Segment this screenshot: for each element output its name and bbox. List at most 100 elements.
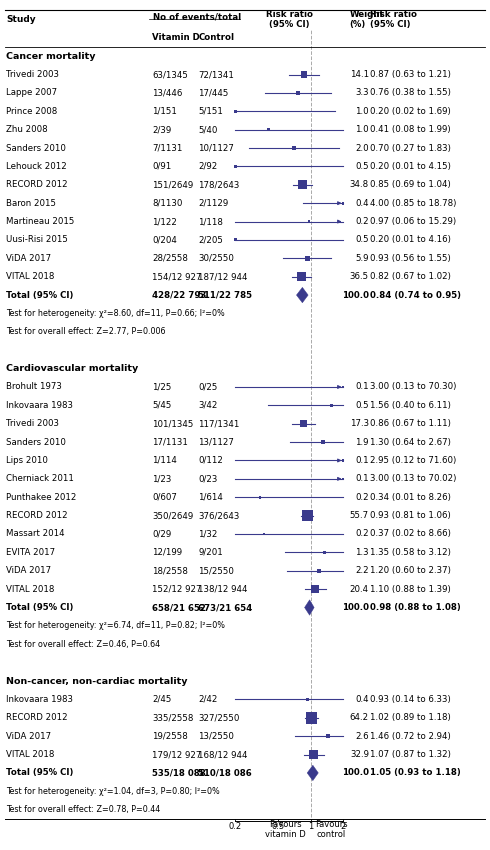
Text: 100.0: 100.0 bbox=[342, 603, 369, 612]
Text: 1/25: 1/25 bbox=[152, 382, 172, 392]
Text: 335/2558: 335/2558 bbox=[152, 713, 193, 722]
Text: 17/1131: 17/1131 bbox=[152, 438, 188, 446]
Text: 5.9: 5.9 bbox=[355, 254, 369, 263]
Text: 0/607: 0/607 bbox=[152, 493, 177, 501]
Text: 0/204: 0/204 bbox=[152, 235, 177, 245]
Text: Brohult 1973: Brohult 1973 bbox=[6, 382, 62, 392]
Text: 2/42: 2/42 bbox=[198, 695, 218, 704]
Text: Weight
(%): Weight (%) bbox=[349, 9, 384, 29]
Text: 1.46 (0.72 to 2.94): 1.46 (0.72 to 2.94) bbox=[370, 732, 451, 740]
Text: 34.8: 34.8 bbox=[350, 180, 369, 190]
Text: Total (95% CI): Total (95% CI) bbox=[6, 768, 73, 778]
Text: 64.2: 64.2 bbox=[350, 713, 369, 722]
Text: 5/45: 5/45 bbox=[152, 401, 172, 410]
Text: 350/2649: 350/2649 bbox=[152, 511, 193, 520]
Text: VITAL 2018: VITAL 2018 bbox=[6, 585, 54, 593]
Text: 1/23: 1/23 bbox=[152, 474, 172, 484]
Text: 510/18 086: 510/18 086 bbox=[198, 768, 252, 778]
Text: 511/22 785: 511/22 785 bbox=[198, 291, 252, 299]
Text: 0.76 (0.38 to 1.55): 0.76 (0.38 to 1.55) bbox=[370, 88, 451, 98]
Text: 0.37 (0.02 to 8.66): 0.37 (0.02 to 8.66) bbox=[370, 530, 451, 539]
Text: 1.56 (0.40 to 6.11): 1.56 (0.40 to 6.11) bbox=[370, 401, 451, 410]
Text: 55.7: 55.7 bbox=[350, 511, 369, 520]
Text: Uusi-Risi 2015: Uusi-Risi 2015 bbox=[6, 235, 68, 245]
Text: 187/12 944: 187/12 944 bbox=[198, 272, 248, 281]
Text: Test for overall effect: Z=0.78, P=0.44: Test for overall effect: Z=0.78, P=0.44 bbox=[6, 805, 160, 814]
Text: 2/92: 2/92 bbox=[198, 162, 218, 171]
Text: 12/199: 12/199 bbox=[152, 548, 182, 557]
Text: 0.20 (0.01 to 4.15): 0.20 (0.01 to 4.15) bbox=[370, 162, 451, 171]
Text: 2/1129: 2/1129 bbox=[198, 199, 229, 207]
Text: 1.0: 1.0 bbox=[355, 107, 369, 116]
Text: 1.0: 1.0 bbox=[355, 125, 369, 134]
Text: Test for heterogeneity: χ²=1.04, df=3, P=0.80; I²=0%: Test for heterogeneity: χ²=1.04, df=3, P… bbox=[6, 787, 220, 796]
Text: 0.70 (0.27 to 1.83): 0.70 (0.27 to 1.83) bbox=[370, 144, 451, 152]
Text: RECORD 2012: RECORD 2012 bbox=[6, 180, 68, 190]
Text: 0.93 (0.56 to 1.55): 0.93 (0.56 to 1.55) bbox=[370, 254, 451, 263]
Text: 138/12 944: 138/12 944 bbox=[198, 585, 248, 593]
Text: 0.5: 0.5 bbox=[355, 401, 369, 410]
Text: 0.34 (0.01 to 8.26): 0.34 (0.01 to 8.26) bbox=[370, 493, 451, 501]
Text: 19/2558: 19/2558 bbox=[152, 732, 188, 740]
Text: Trivedi 2003: Trivedi 2003 bbox=[6, 419, 59, 428]
Text: 658/21 652: 658/21 652 bbox=[152, 603, 206, 612]
Text: 376/2643: 376/2643 bbox=[198, 511, 240, 520]
Text: 0.93 (0.14 to 6.33): 0.93 (0.14 to 6.33) bbox=[370, 695, 451, 704]
Text: 0.98 (0.88 to 1.08): 0.98 (0.88 to 1.08) bbox=[370, 603, 461, 612]
Text: 2.95 (0.12 to 71.60): 2.95 (0.12 to 71.60) bbox=[370, 456, 456, 465]
Text: 1/32: 1/32 bbox=[198, 530, 218, 539]
Text: Sanders 2010: Sanders 2010 bbox=[6, 144, 66, 152]
Text: 10/1127: 10/1127 bbox=[198, 144, 234, 152]
Text: 1/114: 1/114 bbox=[152, 456, 177, 465]
Text: No of events/total: No of events/total bbox=[153, 12, 241, 21]
Text: 0.2: 0.2 bbox=[355, 493, 369, 501]
Text: EVITA 2017: EVITA 2017 bbox=[6, 548, 55, 557]
Text: 8/1130: 8/1130 bbox=[152, 199, 182, 207]
Text: 0.5: 0.5 bbox=[355, 162, 369, 171]
Text: 152/12 927: 152/12 927 bbox=[152, 585, 201, 593]
Text: 428/22 793: 428/22 793 bbox=[152, 291, 206, 299]
Text: 15/2550: 15/2550 bbox=[198, 566, 234, 575]
Text: 1.9: 1.9 bbox=[355, 438, 369, 446]
Text: 0.4: 0.4 bbox=[355, 199, 369, 207]
Text: 117/1341: 117/1341 bbox=[198, 419, 240, 428]
Text: 168/12 944: 168/12 944 bbox=[198, 750, 248, 759]
Text: Total (95% CI): Total (95% CI) bbox=[6, 291, 73, 299]
Text: Trivedi 2003: Trivedi 2003 bbox=[6, 70, 59, 79]
Text: Risk ratio
(95% CI): Risk ratio (95% CI) bbox=[370, 9, 417, 29]
Text: 0.1: 0.1 bbox=[355, 474, 369, 484]
Text: 2/39: 2/39 bbox=[152, 125, 171, 134]
Text: Prince 2008: Prince 2008 bbox=[6, 107, 57, 116]
Text: 0.4: 0.4 bbox=[355, 695, 369, 704]
Text: Zhu 2008: Zhu 2008 bbox=[6, 125, 48, 134]
Text: 1.10 (0.88 to 1.39): 1.10 (0.88 to 1.39) bbox=[370, 585, 451, 593]
Text: 673/21 654: 673/21 654 bbox=[198, 603, 253, 612]
Text: 14.1: 14.1 bbox=[350, 70, 369, 79]
Text: 32.9: 32.9 bbox=[350, 750, 369, 759]
Text: 0.1: 0.1 bbox=[355, 456, 369, 465]
Text: 1.05 (0.93 to 1.18): 1.05 (0.93 to 1.18) bbox=[370, 768, 461, 778]
Text: ViDA 2017: ViDA 2017 bbox=[6, 732, 51, 740]
Text: 0.5: 0.5 bbox=[355, 235, 369, 245]
Text: 3.3: 3.3 bbox=[355, 88, 369, 98]
Text: 0.2: 0.2 bbox=[229, 822, 242, 831]
Text: 30/2550: 30/2550 bbox=[198, 254, 234, 263]
Text: 1.07 (0.87 to 1.32): 1.07 (0.87 to 1.32) bbox=[370, 750, 451, 759]
Text: 0.41 (0.08 to 1.99): 0.41 (0.08 to 1.99) bbox=[370, 125, 451, 134]
Text: VITAL 2018: VITAL 2018 bbox=[6, 750, 54, 759]
Text: 17/445: 17/445 bbox=[198, 88, 229, 98]
Text: 0.97 (0.06 to 15.29): 0.97 (0.06 to 15.29) bbox=[370, 217, 456, 226]
Text: Punthakee 2012: Punthakee 2012 bbox=[6, 493, 76, 501]
Text: 0/23: 0/23 bbox=[198, 474, 218, 484]
Text: 0.93 (0.81 to 1.06): 0.93 (0.81 to 1.06) bbox=[370, 511, 451, 520]
Text: ViDA 2017: ViDA 2017 bbox=[6, 254, 51, 263]
Text: Test for heterogeneity: χ²=6.74, df=11, P=0.82; I²=0%: Test for heterogeneity: χ²=6.74, df=11, … bbox=[6, 621, 225, 631]
Text: 18/2558: 18/2558 bbox=[152, 566, 188, 575]
Text: ViDA 2017: ViDA 2017 bbox=[6, 566, 51, 575]
Text: Cancer mortality: Cancer mortality bbox=[6, 52, 96, 60]
Text: Martineau 2015: Martineau 2015 bbox=[6, 217, 74, 226]
Text: Test for heterogeneity: χ²=8.60, df=11, P=0.66; I²=0%: Test for heterogeneity: χ²=8.60, df=11, … bbox=[6, 309, 224, 318]
Text: Test for overall effect: Z=0.46, P=0.64: Test for overall effect: Z=0.46, P=0.64 bbox=[6, 640, 160, 649]
Text: 36.5: 36.5 bbox=[350, 272, 369, 281]
Text: Study: Study bbox=[6, 15, 35, 24]
